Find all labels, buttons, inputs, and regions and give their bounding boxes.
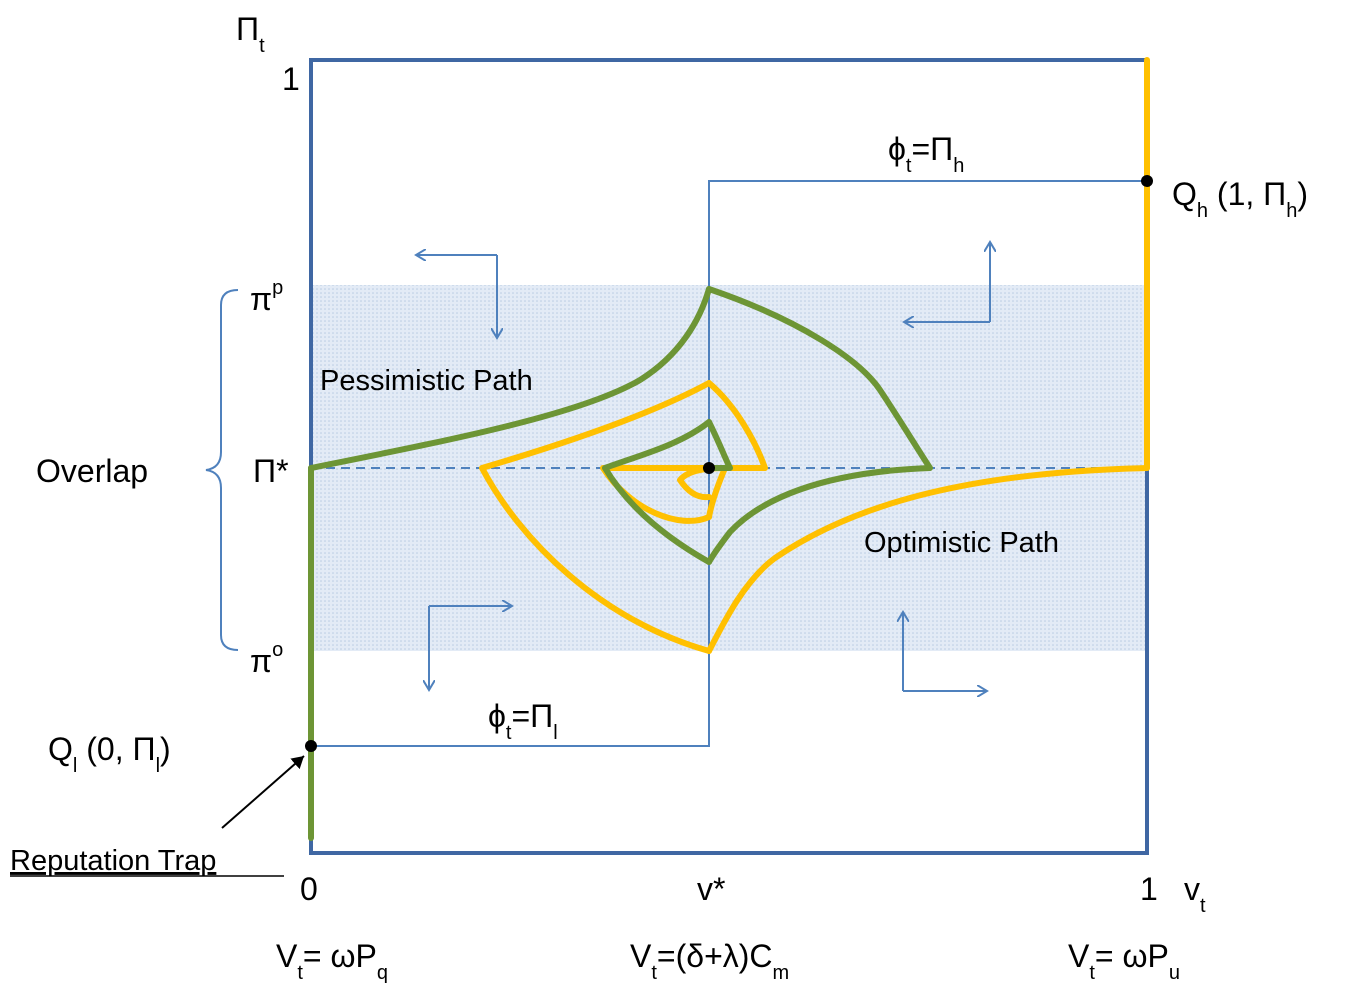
q-h-label: Qh (1, Πh): [1172, 176, 1308, 222]
pi-p-label: πp: [250, 277, 283, 317]
direction-arrows: [416, 242, 990, 691]
overlap-bracket: [205, 289, 239, 651]
x-axis-label: vt: [1184, 871, 1206, 917]
pessimistic-path-green: [308, 286, 933, 841]
q-l-label: Ql (0, Πl): [48, 731, 171, 777]
phi-high-label: ϕt=Πh: [888, 131, 964, 177]
reputation-trap-label: Reputation Trap: [10, 845, 216, 877]
q-l-point: [305, 740, 317, 752]
x-tick-v-star: v*: [697, 871, 725, 907]
x-tick-0: 0: [300, 871, 318, 907]
phi-low-label: ϕt=Πl: [488, 698, 558, 744]
pi-star-label: Π*: [253, 453, 289, 489]
optimistic-path-yellow: [479, 57, 1150, 654]
overlap-label: Overlap: [36, 453, 148, 489]
reputation-trap-arrow: [221, 755, 305, 829]
formula-right: Vt= ωPu: [1068, 938, 1180, 984]
x-tick-1: 1: [1140, 871, 1158, 907]
formula-mid: Vt=(δ+λ)Cm: [630, 938, 789, 984]
optimistic-path-label: Optimistic Path: [864, 527, 1059, 559]
equilibrium-point: [703, 462, 715, 474]
formula-left: Vt= ωPq: [276, 938, 388, 984]
y-axis-label: Πt: [236, 11, 265, 57]
y-tick-1: 1: [282, 61, 300, 97]
pessimistic-path-label: Pessimistic Path: [320, 365, 533, 397]
pi-o-label: πo: [250, 639, 283, 679]
q-h-point: [1141, 175, 1153, 187]
